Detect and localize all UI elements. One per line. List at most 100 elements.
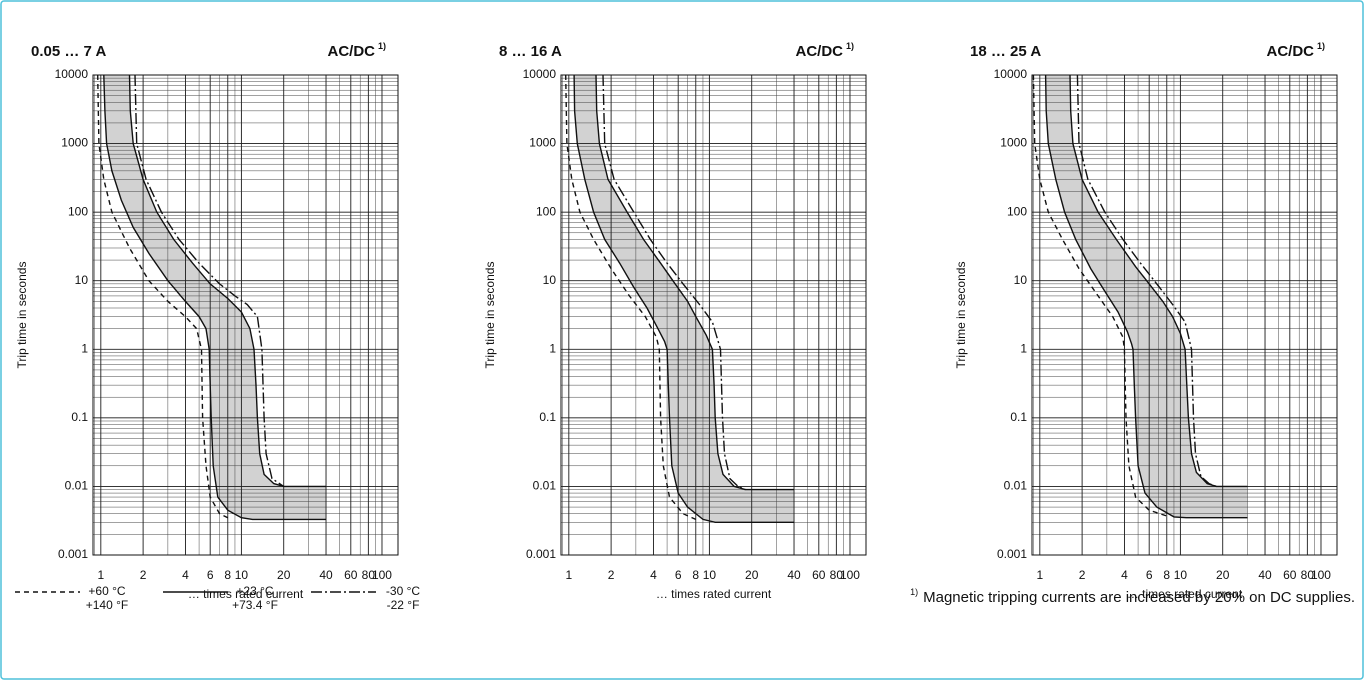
x-tick-label: 20 (1216, 568, 1230, 582)
y-tick-label: 10000 (55, 67, 89, 81)
trip-curve (1069, 74, 1248, 488)
x-tick-label: 2 (1079, 568, 1086, 582)
trip-curve (128, 74, 326, 488)
y-tick-label: 1000 (61, 136, 88, 150)
footnote-mark: 1) (910, 587, 918, 597)
y-tick-label: 0.001 (997, 547, 1027, 561)
x-tick-label: 40 (319, 568, 333, 582)
title-text: AC/DC (1266, 43, 1314, 60)
y-tick-label: 0.001 (58, 547, 88, 561)
x-tick-label: 1 (1036, 568, 1043, 582)
y-axis-label: Trip time in seconds (954, 262, 968, 369)
chart-title: 18 … 25 A (970, 43, 1041, 60)
x-tick-label: 10 (1174, 568, 1188, 582)
y-tick-label: 10000 (994, 67, 1028, 81)
x-tick-label: 6 (207, 568, 214, 582)
x-tick-label: 60 (1283, 568, 1297, 582)
trip-curve (103, 74, 326, 521)
trip-curve (595, 74, 794, 491)
y-tick-label: 10 (75, 273, 89, 287)
y-tick-label: 10 (543, 273, 557, 287)
y-tick-label: 0.01 (533, 479, 557, 493)
plot-frame (92, 74, 399, 556)
x-tick-label: 10 (235, 568, 249, 582)
x-tick-label: 20 (745, 568, 759, 582)
x-tick-label: 100 (1311, 568, 1331, 582)
legend-label: +73.4 °F (232, 598, 278, 612)
x-tick-label: 40 (1258, 568, 1272, 582)
y-tick-label: 100 (536, 204, 556, 218)
x-tick-label: 8 (692, 568, 699, 582)
trip-curve (565, 74, 697, 521)
x-tick-label: 60 (812, 568, 826, 582)
chart: 8 … 16 A AC/DC 1) 10000 1000 100 10 1 0.1 0.01 0.0… (483, 41, 867, 601)
x-tick-label: 100 (372, 568, 392, 582)
x-tick-label: 80 (1301, 568, 1315, 582)
x-tick-label: 20 (277, 568, 291, 582)
y-tick-label: 1 (81, 341, 88, 355)
title-note: 1) (1317, 41, 1325, 51)
footnote-text: Magnetic tripping currents are increased… (923, 589, 1355, 606)
x-tick-label: 1 (97, 568, 104, 582)
x-tick-label: 100 (840, 568, 860, 582)
x-tick-label: 1 (565, 568, 572, 582)
chart-title-right: AC/DC 1) (795, 41, 854, 60)
x-axis-label: … times rated current (1127, 587, 1243, 601)
x-tick-label: 4 (182, 568, 189, 582)
trip-curve (573, 74, 794, 523)
legend-label: +60 °C (88, 584, 125, 598)
x-tick-label: 60 (344, 568, 358, 582)
y-tick-label: 0.1 (1010, 410, 1027, 424)
x-axis-label: … times rated current (188, 587, 304, 601)
y-tick-label: 1 (1020, 341, 1027, 355)
y-tick-label: 1 (549, 341, 556, 355)
trip-band (1045, 75, 1248, 518)
x-tick-label: 8 (1163, 568, 1170, 582)
y-tick-label: 0.001 (526, 547, 556, 561)
y-tick-label: 100 (1007, 204, 1027, 218)
trip-curve (1044, 74, 1248, 519)
x-tick-label: 2 (140, 568, 147, 582)
legend-label: +140 °F (86, 598, 129, 612)
chart-title: 8 … 16 A (499, 43, 562, 60)
y-axis-label: Trip time in seconds (483, 262, 497, 369)
trip-band (103, 75, 327, 520)
y-tick-label: 0.01 (1004, 479, 1028, 493)
trip-curve (1032, 74, 1168, 517)
x-tick-label: 2 (608, 568, 615, 582)
y-tick-label: 1000 (1000, 136, 1027, 150)
x-tick-label: 8 (224, 568, 231, 582)
trip-curve (134, 74, 285, 487)
x-tick-label: 4 (650, 568, 657, 582)
trip-band (574, 75, 795, 523)
chart-title-right: AC/DC 1) (327, 41, 386, 60)
legend-label: -22 °F (387, 598, 420, 612)
plot-frame (1031, 74, 1338, 556)
x-tick-label: 6 (1146, 568, 1153, 582)
y-tick-label: 0.01 (65, 479, 89, 493)
chart-title-right: AC/DC 1) (1266, 41, 1325, 60)
y-tick-label: 10 (1014, 273, 1028, 287)
trip-curve (1076, 74, 1217, 488)
x-axis-label: … times rated current (656, 587, 772, 601)
x-tick-label: 4 (1121, 568, 1128, 582)
x-tick-label: 40 (787, 568, 801, 582)
trip-curve (602, 74, 746, 491)
trip-curve (97, 74, 229, 519)
x-tick-label: 6 (675, 568, 682, 582)
y-tick-label: 1000 (529, 136, 556, 150)
title-text: AC/DC (795, 43, 843, 60)
legend-label: +23 °C (236, 584, 273, 598)
footnote: 1) Magnetic tripping currents are increas… (910, 587, 1355, 606)
x-tick-label: 80 (830, 568, 844, 582)
chart-title: 0.05 … 7 A (31, 43, 106, 60)
x-tick-label: 80 (362, 568, 376, 582)
y-axis-label: Trip time in seconds (15, 262, 29, 369)
title-note: 1) (846, 41, 854, 51)
x-tick-label: 10 (703, 568, 717, 582)
y-tick-label: 0.1 (539, 410, 556, 424)
plot-frame (560, 74, 867, 556)
legend-label: -30 °C (386, 584, 420, 598)
chart: 0.05 … 7 A AC/DC 1) 10000 1000 100 10 1 0.1 0.01 0… (15, 41, 399, 601)
